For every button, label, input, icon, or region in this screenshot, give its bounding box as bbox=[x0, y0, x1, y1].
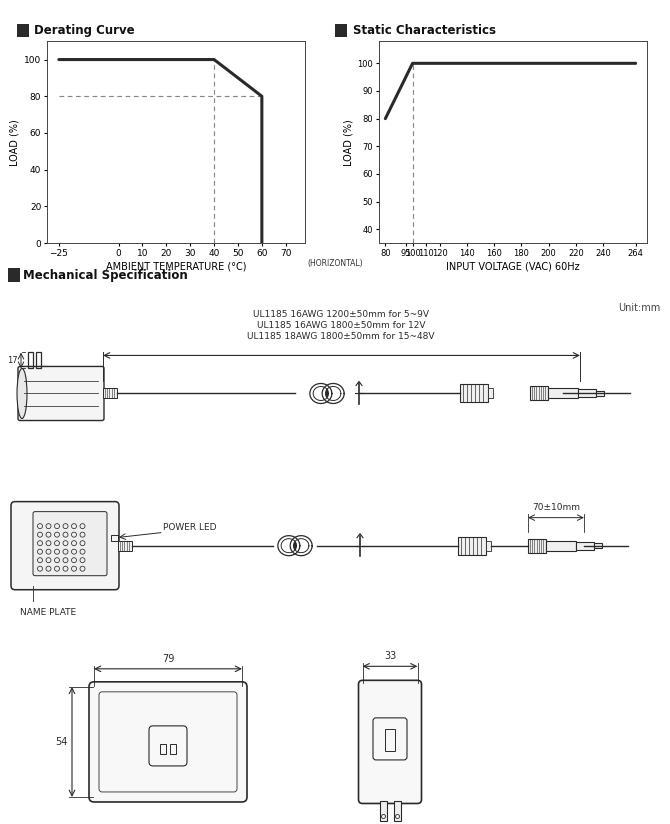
Text: POWER LED: POWER LED bbox=[163, 522, 216, 531]
Bar bbox=[594, 543, 602, 548]
Text: Static Characteristics: Static Characteristics bbox=[352, 24, 496, 37]
X-axis label: AMBIENT TEMPERATURE (°C): AMBIENT TEMPERATURE (°C) bbox=[106, 262, 246, 272]
Bar bbox=[111, 535, 118, 541]
Bar bbox=[546, 541, 576, 550]
Bar bbox=[458, 536, 486, 555]
Bar bbox=[530, 386, 548, 400]
Bar bbox=[528, 539, 546, 553]
Text: Mechanical Specification: Mechanical Specification bbox=[23, 269, 188, 282]
Text: 54: 54 bbox=[56, 737, 68, 747]
Bar bbox=[548, 388, 578, 399]
Text: NAME PLATE: NAME PLATE bbox=[20, 608, 76, 616]
Text: 70±10mm: 70±10mm bbox=[532, 503, 580, 512]
FancyBboxPatch shape bbox=[33, 512, 107, 576]
X-axis label: INPUT VOLTAGE (VAC) 60Hz: INPUT VOLTAGE (VAC) 60Hz bbox=[446, 262, 580, 272]
Text: 33: 33 bbox=[384, 651, 396, 662]
Text: UL1185 16AWG 1200±50mm for 5~9V: UL1185 16AWG 1200±50mm for 5~9V bbox=[253, 311, 429, 320]
Bar bbox=[488, 388, 493, 399]
Bar bbox=[486, 541, 491, 550]
Bar bbox=[28, 353, 33, 368]
Text: (HORIZONTAL): (HORIZONTAL) bbox=[308, 260, 363, 269]
Bar bbox=[380, 802, 387, 822]
Bar bbox=[394, 802, 401, 822]
Text: Derating Curve: Derating Curve bbox=[34, 24, 134, 37]
Y-axis label: LOAD (%): LOAD (%) bbox=[10, 119, 20, 166]
Bar bbox=[8, 269, 20, 283]
Bar bbox=[460, 385, 488, 402]
FancyBboxPatch shape bbox=[358, 681, 421, 803]
Bar bbox=[36, 353, 41, 368]
Text: UL1185 16AWG 1800±50mm for 12V: UL1185 16AWG 1800±50mm for 12V bbox=[257, 321, 425, 330]
Bar bbox=[103, 388, 117, 399]
Bar bbox=[118, 541, 132, 550]
Y-axis label: LOAD (%): LOAD (%) bbox=[343, 119, 353, 166]
Text: Unit:mm: Unit:mm bbox=[618, 303, 660, 313]
Bar bbox=[17, 24, 29, 37]
FancyBboxPatch shape bbox=[11, 502, 119, 590]
Text: 79: 79 bbox=[162, 653, 174, 664]
Bar bbox=[160, 744, 166, 754]
Bar bbox=[385, 729, 395, 751]
Bar bbox=[576, 541, 594, 550]
Bar bbox=[596, 391, 604, 396]
FancyBboxPatch shape bbox=[18, 367, 104, 420]
Text: 17: 17 bbox=[7, 356, 18, 365]
Ellipse shape bbox=[17, 368, 27, 419]
Bar bbox=[335, 24, 347, 37]
Bar bbox=[578, 390, 596, 397]
FancyBboxPatch shape bbox=[89, 681, 247, 802]
Text: UL1185 18AWG 1800±50mm for 15~48V: UL1185 18AWG 1800±50mm for 15~48V bbox=[247, 332, 435, 341]
Bar bbox=[170, 744, 176, 754]
